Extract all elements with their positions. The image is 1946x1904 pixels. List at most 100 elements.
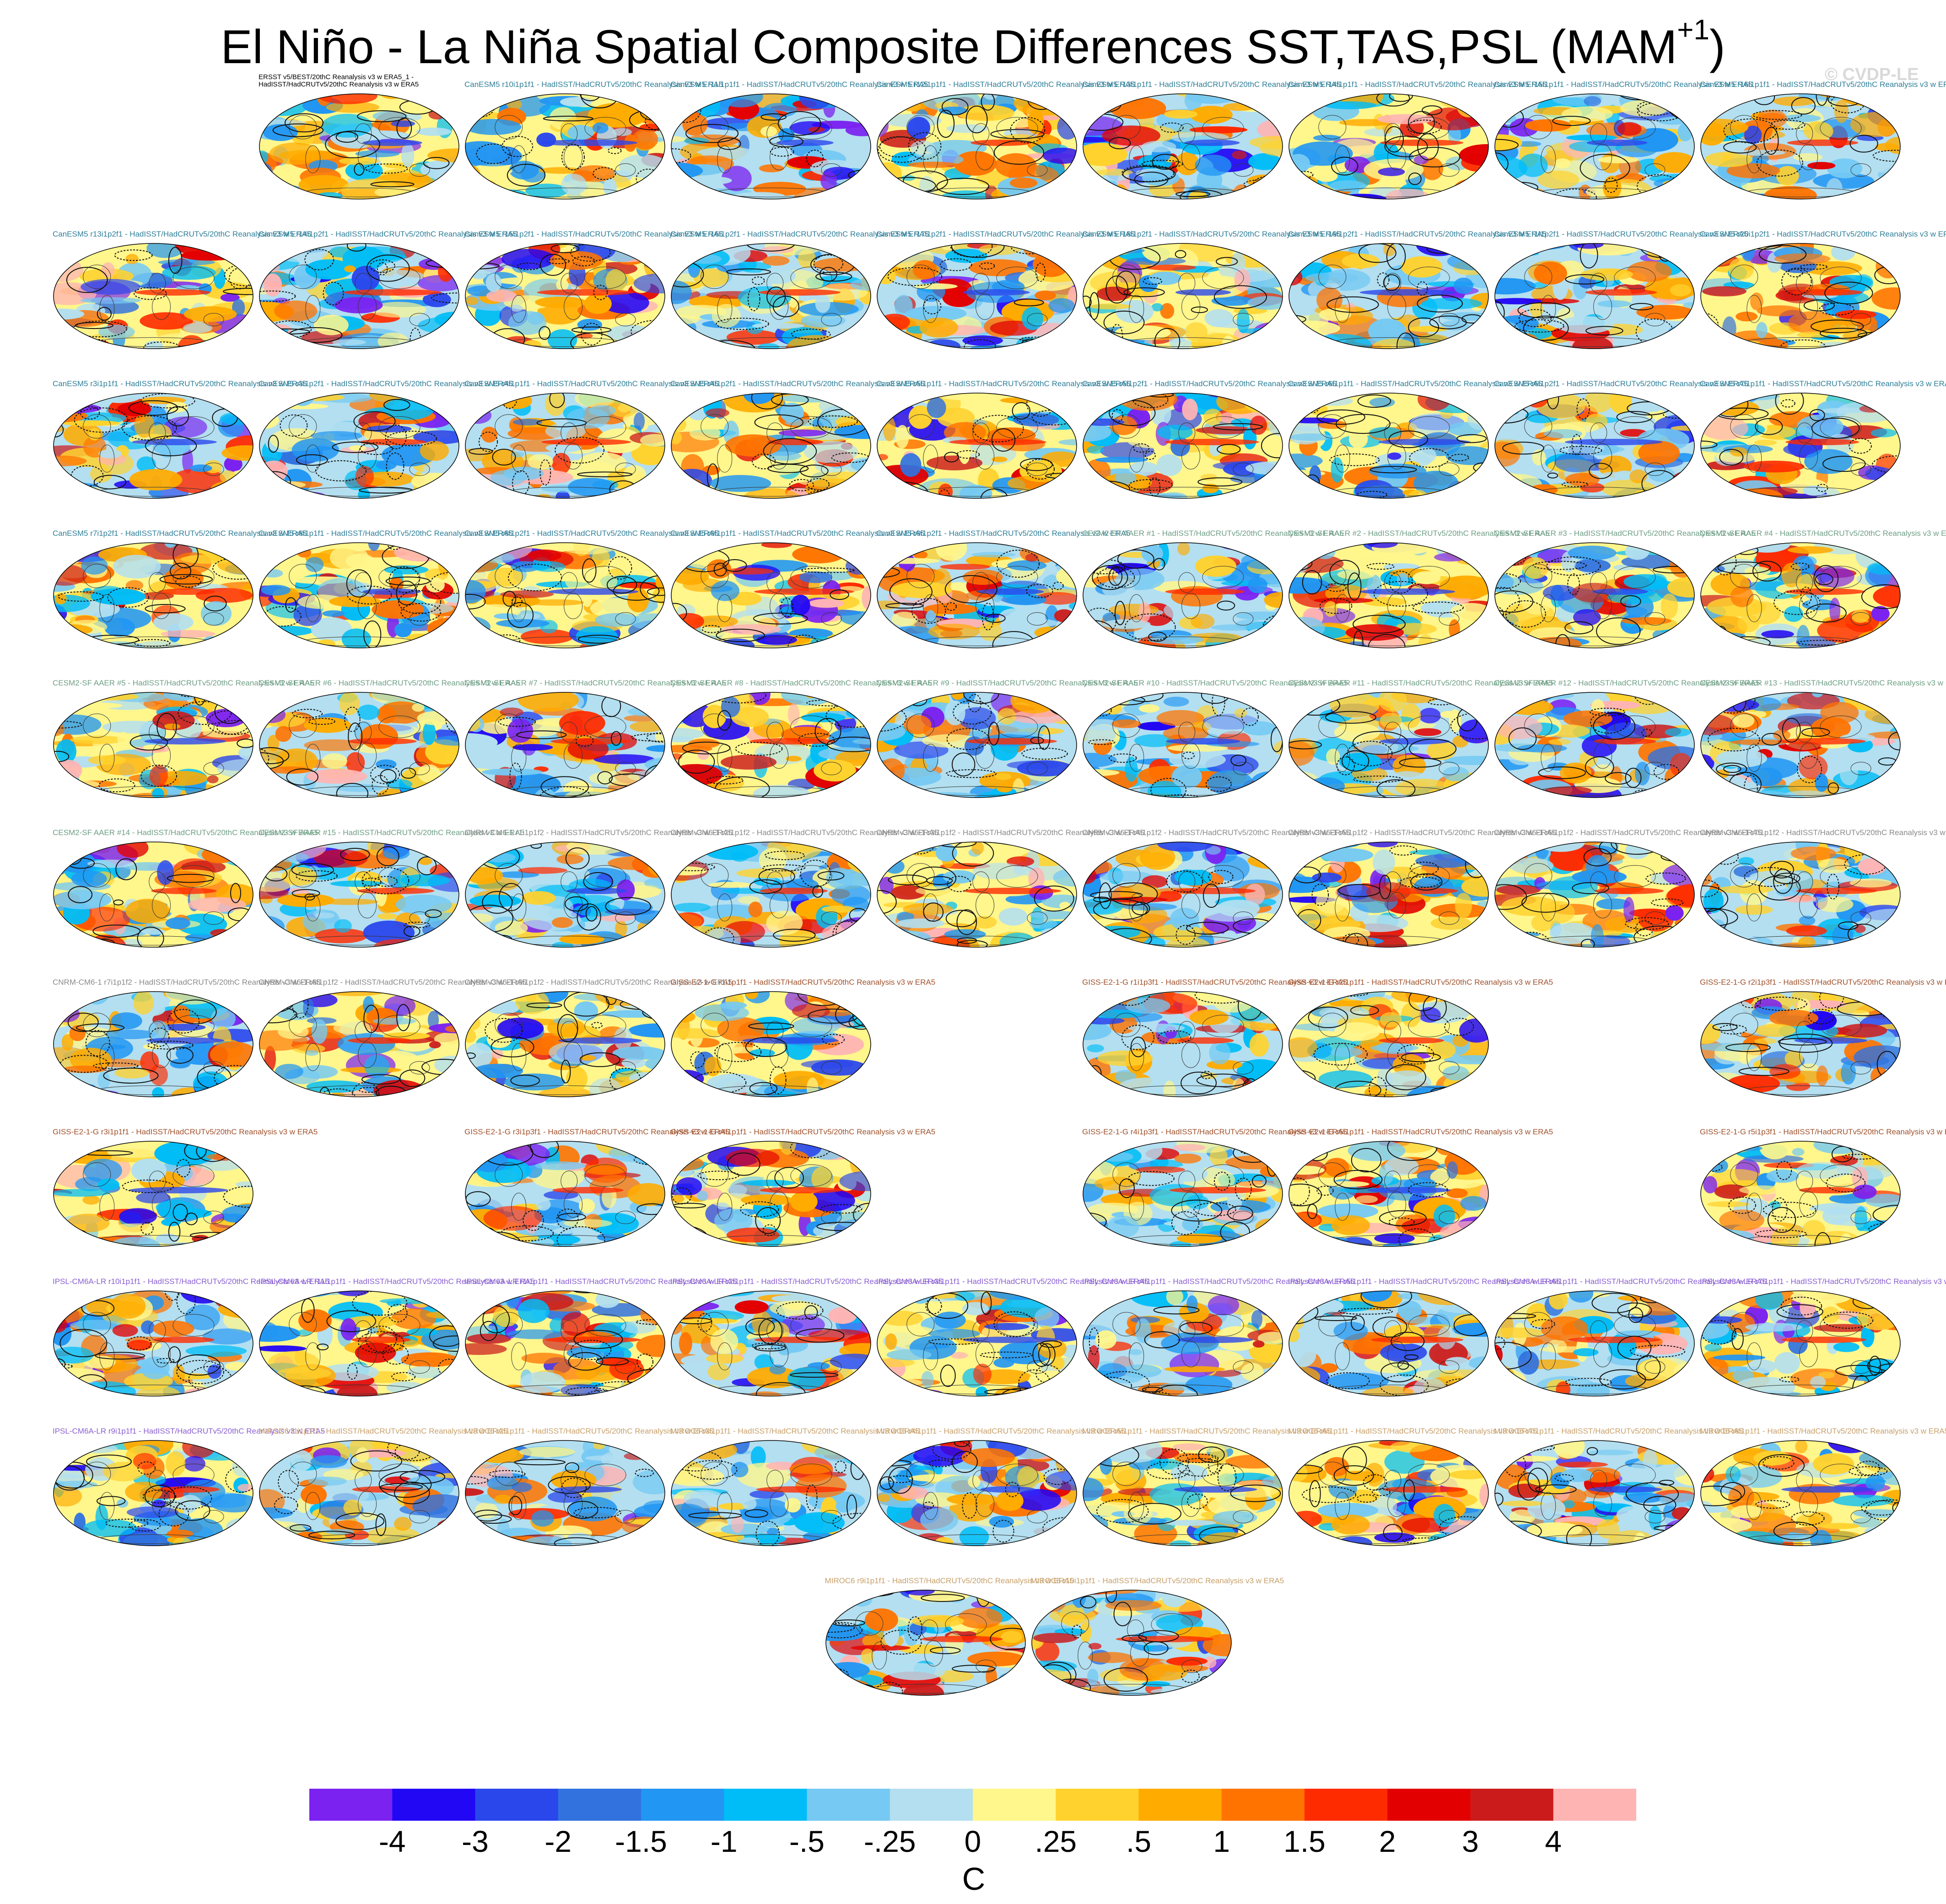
panel-label: CanESM5 r8i1p1f1 - HadISST/HadCRUTv5/20t… <box>259 529 513 538</box>
sst-map <box>259 93 459 200</box>
map-panel: CNRM-CM6-1 r6i1p1f2 - HadISST/HadCRUTv5/… <box>1494 828 1762 948</box>
sst-map <box>1494 841 1695 948</box>
map-panel: CNRM-CM6-1 r7i1p1f2 - HadISST/HadCRUTv5/… <box>1700 828 1946 948</box>
sst-map <box>53 542 253 648</box>
colorbar-box <box>392 1789 475 1821</box>
sst-map <box>1700 243 1901 349</box>
map-panel: IPSL-CM6A-LR r10i1p1f1 - HadISST/HadCRUT… <box>53 1277 329 1397</box>
panel-label: CanESM5 r16i1p1f1 - HadISST/HadCRUTv5/20… <box>1700 80 1946 89</box>
map-panel: CanESM5 r18i1p2f1 - HadISST/HadCRUTv5/20… <box>1082 230 1341 349</box>
sst-map <box>259 692 459 798</box>
title-text: El Niño - La Niña Spatial Composite Diff… <box>221 21 1677 74</box>
map-panel: CanESM5 r6i1p2f1 - HadISST/HadCRUTv5/20t… <box>1494 379 1748 499</box>
map-panel: CanESM5 r7i1p2f1 - HadISST/HadCRUTv5/20t… <box>53 529 307 648</box>
panel-label: GISS-E2-1-G r1i1p3f1 - HadISST/HadCRUTv5… <box>1082 978 1348 987</box>
colorbar-box <box>973 1789 1056 1821</box>
map-panel: MIROC6 r4i1p1f1 - HadISST/HadCRUTv5/20th… <box>876 1427 1125 1546</box>
map-panel: IPSL-CM6A-LR r2i1p1f1 - HadISST/HadCRUTv… <box>670 1277 943 1397</box>
panel-label: MIROC6 r1i1p1f1 - HadISST/HadCRUTv5/20th… <box>259 1427 508 1435</box>
map-panel: MIROC6 r1i1p1f1 - HadISST/HadCRUTv5/20th… <box>259 1427 508 1546</box>
panel-label: CNRM-CM6-1 r4i1p1f2 - HadISST/HadCRUTv5/… <box>1082 828 1350 837</box>
panel-label: CanESM5 r12i1p1f1 - HadISST/HadCRUTv5/20… <box>876 80 1135 89</box>
colorbar-tick-label: .5 <box>1126 1824 1152 1858</box>
sst-map <box>465 1440 665 1546</box>
panel-label: CNRM-CM6-1 r6i1p1f2 - HadISST/HadCRUTv5/… <box>1494 828 1762 837</box>
colorbar-box <box>807 1789 890 1821</box>
panel-label: CESM2-SF AAER #12 - HadISST/HadCRUTv5/20… <box>1494 679 1760 687</box>
map-panel: GISS-E2-1-G r1i1p1f1 - HadISST/HadCRUTv5… <box>670 978 935 1097</box>
sst-map <box>1083 692 1283 798</box>
panel-label: IPSL-CM6A-LR r9i1p1f1 - HadISST/HadCRUTv… <box>53 1427 325 1435</box>
colorbar-units: C <box>962 1861 986 1897</box>
sst-map <box>259 841 459 948</box>
panel-label: CanESM5 r10i1p1f1 - HadISST/HadCRUTv5/20… <box>464 80 723 89</box>
sst-map <box>53 243 253 349</box>
map-panel: GISS-E2-1-G r4i1p3f1 - HadISST/HadCRUTv5… <box>1082 1127 1347 1247</box>
map-panel: CanESM5 r15i1p2f1 - HadISST/HadCRUTv5/20… <box>464 230 723 349</box>
map-panel: CESM2-SF AAER #6 - HadISST/HadCRUTv5/20t… <box>259 679 520 798</box>
map-panel: CNRM-CM6-1 r7i1p1f2 - HadISST/HadCRUTv5/… <box>53 978 321 1097</box>
map-panel: ERSST v5/BEST/20thC Reanalysis v3 w ERA5… <box>259 74 460 200</box>
colorbar-tick-label: 4 <box>1545 1824 1562 1858</box>
sst-map <box>671 393 871 499</box>
panel-label: CanESM5 r11i1p1f1 - HadISST/HadCRUTv5/20… <box>670 80 928 89</box>
sst-map <box>1494 1440 1695 1546</box>
panel-label: CNRM-CM6-1 r3i1p1f2 - HadISST/HadCRUTv5/… <box>876 828 1144 837</box>
colorbar-box <box>1138 1789 1222 1821</box>
map-panel: CanESM5 r4i1p2f1 - HadISST/HadCRUTv5/20t… <box>670 379 925 499</box>
colorbar-tick-label: -2 <box>544 1824 572 1858</box>
panel-label: CESM2-SF AAER #5 - HadISST/HadCRUTv5/20t… <box>53 679 314 687</box>
sst-map <box>1083 1440 1283 1546</box>
map-panel: CESM2-SF AAER #2 - HadISST/HadCRUTv5/20t… <box>1288 529 1550 648</box>
panel-label: IPSL-CM6A-LR r5i1p1f1 - HadISST/HadCRUTv… <box>1288 1277 1561 1286</box>
map-panel: MIROC6 r5i1p1f1 - HadISST/HadCRUTv5/20th… <box>1082 1427 1331 1546</box>
map-panel: CanESM5 r17i1p2f1 - HadISST/HadCRUTv5/20… <box>876 230 1135 349</box>
sst-map <box>465 841 665 948</box>
sst-map <box>1083 841 1283 948</box>
panel-label: MIROC6 r2i1p1f1 - HadISST/HadCRUTv5/20th… <box>464 1427 714 1435</box>
map-panel: CanESM5 r13i1p2f1 - HadISST/HadCRUTv5/20… <box>53 230 311 349</box>
panel-label: GISS-E2-1-G r5i1p1f1 - HadISST/HadCRUTv5… <box>1288 1127 1553 1136</box>
map-panel: GISS-E2-1-G r5i1p1f1 - HadISST/HadCRUTv5… <box>1288 1127 1553 1247</box>
map-panel: CNRM-CM6-1 r1i1p1f2 - HadISST/HadCRUTv5/… <box>464 828 733 948</box>
sst-map <box>1288 93 1489 200</box>
map-panel: IPSL-CM6A-LR r9i1p1f1 - HadISST/HadCRUTv… <box>53 1427 325 1546</box>
panel-label: CanESM5 r19i1p2f1 - HadISST/HadCRUTv5/20… <box>1288 230 1547 238</box>
panel-label: MIROC6 r9i1p1f1 - HadISST/HadCRUTv5/20th… <box>825 1576 1074 1585</box>
sst-map <box>1700 991 1901 1097</box>
panel-label: CanESM5 r5i1p2f1 - HadISST/HadCRUTv5/20t… <box>1082 379 1337 388</box>
sst-map <box>671 991 871 1097</box>
sst-map <box>1288 243 1489 349</box>
map-panel: CNRM-CM6-1 r5i1p1f2 - HadISST/HadCRUTv5/… <box>1288 828 1556 948</box>
sst-map <box>1083 393 1283 499</box>
panel-label: CanESM5 r4i1p1f1 - HadISST/HadCRUTv5/20t… <box>464 379 719 388</box>
map-panel: CanESM5 r8i1p1f1 - HadISST/HadCRUTv5/20t… <box>259 529 513 648</box>
map-panel: GISS-E2-1-G r2i1p3f1 - HadISST/HadCRUTv5… <box>1700 978 1946 1097</box>
sst-map <box>53 692 253 798</box>
sst-map <box>1700 542 1901 648</box>
map-panel: CanESM5 r12i1p1f1 - HadISST/HadCRUTv5/20… <box>876 80 1135 200</box>
sst-map <box>465 1290 665 1397</box>
panel-label: CESM2-SF AAER #14 - HadISST/HadCRUTv5/20… <box>53 828 319 837</box>
panel-label: IPSL-CM6A-LR r2i1p1f1 - HadISST/HadCRUTv… <box>670 1277 943 1286</box>
panel-label: CanESM5 r20i1p2f1 - HadISST/HadCRUTv5/20… <box>1700 230 1946 238</box>
panel-label: GISS-E2-1-G r2i1p3f1 - HadISST/HadCRUTv5… <box>1700 978 1946 987</box>
colorbar-box <box>889 1789 973 1821</box>
panel-label: CanESM5 r15i1p1f1 - HadISST/HadCRUTv5/20… <box>1494 80 1753 89</box>
sst-map <box>53 841 253 948</box>
panel-label: CESM2-SF AAER #4 - HadISST/HadCRUTv5/20t… <box>1700 529 1946 538</box>
sst-map <box>1288 991 1489 1097</box>
panel-label: CanESM5 r8i1p2f1 - HadISST/HadCRUTv5/20t… <box>464 529 719 538</box>
panel-label: IPSL-CM6A-LR r3i1p1f1 - HadISST/HadCRUTv… <box>876 1277 1149 1286</box>
sst-map <box>1288 393 1489 499</box>
map-panel: CanESM5 r6i1p1f1 - HadISST/HadCRUTv5/20t… <box>1288 379 1542 499</box>
panel-label: CanESM5 r3i1p1f1 - HadISST/HadCRUTv5/20t… <box>53 379 307 388</box>
map-panel: CanESM5 r3i1p2f1 - HadISST/HadCRUTv5/20t… <box>259 379 513 499</box>
sst-map <box>671 692 871 798</box>
map-panel: GISS-E2-1-G r5i1p3f1 - HadISST/HadCRUTv5… <box>1700 1127 1946 1247</box>
page-title: El Niño - La Niña Spatial Composite Diff… <box>0 14 1946 75</box>
colorbar-box <box>475 1789 559 1821</box>
map-panel: IPSL-CM6A-LR r7i1p1f1 - HadISST/HadCRUTv… <box>1700 1277 1946 1397</box>
map-panel: CanESM5 r16i1p1f1 - HadISST/HadCRUTv5/20… <box>1700 80 1946 200</box>
map-panel: GISS-E2-1-G r2i1p1f1 - HadISST/HadCRUTv5… <box>1288 978 1553 1097</box>
